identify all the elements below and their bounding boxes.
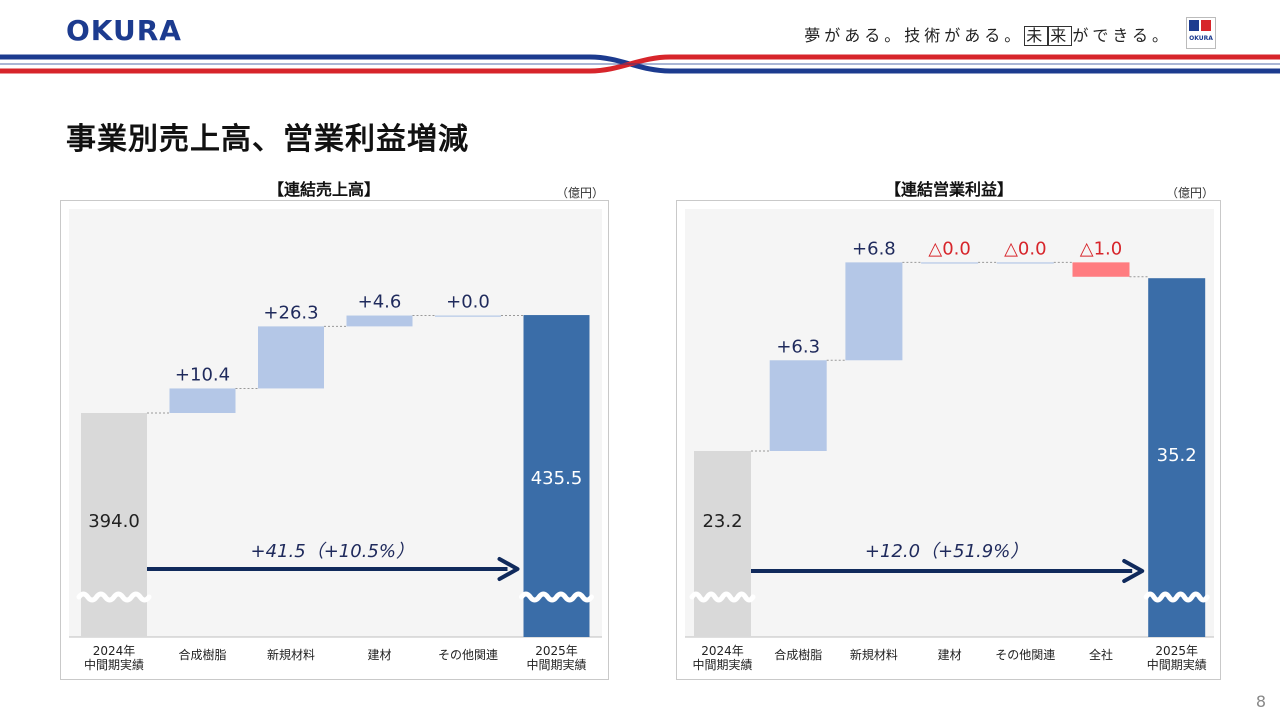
bar-3 — [921, 262, 979, 264]
tagline-prefix: 夢がある。技術がある。 — [804, 26, 1025, 45]
tagline-box-1: 未 — [1024, 26, 1049, 46]
change-arrow-head — [1122, 559, 1145, 583]
value-label-3: +4.6 — [358, 292, 402, 313]
sales-chart-title: 【連結売上高】 — [268, 180, 381, 199]
axis-break-6 — [1143, 591, 1210, 603]
category-label-2-0: 新規材料 — [850, 647, 898, 662]
bar-4 — [435, 315, 501, 317]
page-number: 8 — [1255, 692, 1266, 711]
header-stripes — [0, 54, 1280, 74]
corner-logo-red-square — [1201, 20, 1211, 31]
sales-chart-unit: （億円） — [556, 186, 605, 200]
axis-break-0 — [689, 591, 756, 603]
value-label-5: △1.0 — [1080, 238, 1122, 259]
axis-break-5 — [519, 591, 594, 603]
value-label-3: △0.0 — [928, 238, 970, 259]
corner-logo: OKURA — [1186, 17, 1216, 49]
value-label-1: +10.4 — [175, 364, 230, 385]
tagline-box-2: 来 — [1048, 26, 1073, 46]
category-label-1-0: 合成樹脂 — [178, 647, 226, 662]
category-label-0-0: 2024年 — [93, 644, 136, 658]
axis-break-0 — [76, 591, 152, 603]
category-label-4-0: その他関連 — [995, 648, 1055, 662]
corner-logo-blue-square — [1189, 20, 1199, 31]
bar-5 — [523, 315, 590, 637]
bar-1 — [769, 360, 827, 451]
bar-0 — [694, 451, 751, 637]
change-label: +41.5（+10.5%） — [251, 541, 414, 562]
category-label-6-1: 中間期実績 — [1147, 657, 1207, 672]
category-label-3-0: 建材 — [938, 648, 962, 662]
tagline-suffix: ができる。 — [1072, 26, 1172, 45]
bar-6 — [1148, 278, 1206, 637]
value-label-2: +6.8 — [852, 238, 896, 259]
category-label-0-1: 中間期実績 — [84, 657, 144, 672]
profit-waterfall-chart: 23.22024年中間期実績+6.3合成樹脂+6.8新規材料△0.0建材△0.0… — [685, 209, 1214, 672]
value-label-4: △0.0 — [1004, 238, 1046, 259]
okura-logo: OKURA — [66, 14, 182, 47]
category-label-5-0: 2025年 — [535, 644, 578, 658]
bar-2 — [258, 326, 324, 389]
change-arrow-head — [497, 557, 520, 581]
category-label-1-0: 合成樹脂 — [774, 647, 822, 662]
category-label-4-0: その他関連 — [438, 648, 498, 662]
bar-2 — [845, 262, 903, 361]
plot-area — [69, 209, 602, 637]
value-label-1: +6.3 — [776, 336, 820, 357]
bar-1 — [169, 388, 236, 413]
category-label-5-0: 全社 — [1089, 647, 1113, 662]
category-label-0-0: 2024年 — [701, 644, 744, 658]
value-label-0: 394.0 — [88, 511, 140, 532]
category-label-5-1: 中間期実績 — [526, 657, 586, 672]
page-title: 事業別売上高、営業利益増減 — [66, 122, 469, 157]
category-label-6-0: 2025年 — [1155, 644, 1198, 658]
value-label-0: 23.2 — [702, 511, 742, 532]
bar-3 — [346, 315, 413, 327]
bar-4 — [996, 262, 1054, 264]
tagline: 夢がある。技術がある。未来ができる。 — [804, 22, 1172, 46]
value-label-6: 35.2 — [1157, 445, 1197, 466]
category-label-3-0: 建材 — [367, 648, 391, 662]
profit-chart-panel: 23.2 2024年 中間期実績 +6.3 合成樹脂 +6.8 新規材料 △0.0 建材 △0.0… — [676, 200, 1221, 680]
category-label-0-1: 中間期実績 — [692, 657, 752, 672]
sales-waterfall-chart: 394.02024年中間期実績+10.4合成樹脂+26.3新規材料+4.6建材+… — [69, 209, 602, 672]
corner-logo-text: OKURA — [1189, 35, 1213, 42]
value-label-4: +0.0 — [446, 292, 490, 313]
profit-chart-unit: （億円） — [1166, 186, 1215, 200]
bar-5 — [1072, 262, 1130, 277]
profit-chart-title: 【連結営業利益】 — [885, 180, 1014, 199]
change-label: +12.0（+51.9%） — [865, 541, 1028, 562]
value-label-2: +26.3 — [263, 302, 318, 323]
sales-chart-panel: 394.0 2024年 中間期実績 +10.4 合成樹脂 +26.3 新規材料 +4.6 建材 +… — [60, 200, 609, 680]
category-label-2-0: 新規材料 — [267, 647, 315, 662]
value-label-5: 435.5 — [531, 468, 583, 489]
